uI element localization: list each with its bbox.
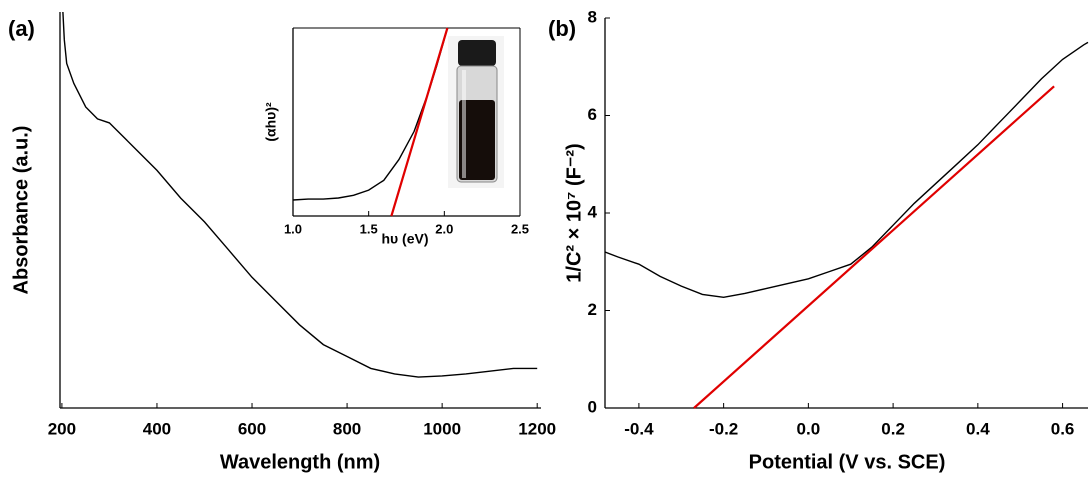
x-axis-label: Wavelength (nm) <box>220 451 380 473</box>
x-tick-label: 0.6 <box>1051 419 1075 438</box>
y-axis-label: Absorbance (a.u.) <box>10 126 32 295</box>
x-tick-label: 2.0 <box>435 221 453 236</box>
x-tick-label: 400 <box>143 419 171 438</box>
y-tick-label: 6 <box>588 105 597 124</box>
data-line <box>390 27 449 217</box>
data-line <box>62 11 538 378</box>
y-tick-label: 0 <box>588 397 597 416</box>
x-tick-label: 1.0 <box>284 221 302 236</box>
data-line <box>693 85 1055 409</box>
x-tick-label: 1.5 <box>360 221 378 236</box>
x-axis-label: Potential (V vs. SCE) <box>749 451 946 473</box>
x-tick-label: 0.4 <box>966 419 990 438</box>
x-tick-label: 0.0 <box>797 419 821 438</box>
x-tick-label: 1200 <box>518 419 556 438</box>
y-tick-label: 2 <box>588 300 597 319</box>
x-axis-label: hυ (eV) <box>381 231 428 247</box>
data-line <box>292 39 445 201</box>
panel-label: (a) <box>8 16 35 41</box>
y-axis-label: 1/C² × 10⁷ (F⁻²) <box>563 143 585 282</box>
x-tick-label: 2.5 <box>511 221 529 236</box>
x-tick-label: 200 <box>48 419 76 438</box>
data-line <box>604 41 1089 299</box>
y-axis-label: (αhυ)² <box>263 102 279 142</box>
y-tick-label: 4 <box>588 202 598 221</box>
panel-label: (b) <box>548 16 576 41</box>
x-tick-label: 600 <box>238 419 266 438</box>
x-tick-label: -0.2 <box>709 419 738 438</box>
x-tick-label: 0.2 <box>881 419 905 438</box>
vial-photo <box>448 36 504 188</box>
x-tick-label: -0.4 <box>624 419 654 438</box>
x-tick-label: 1000 <box>423 419 461 438</box>
y-tick-label: 8 <box>588 7 597 26</box>
x-tick-label: 800 <box>333 419 361 438</box>
